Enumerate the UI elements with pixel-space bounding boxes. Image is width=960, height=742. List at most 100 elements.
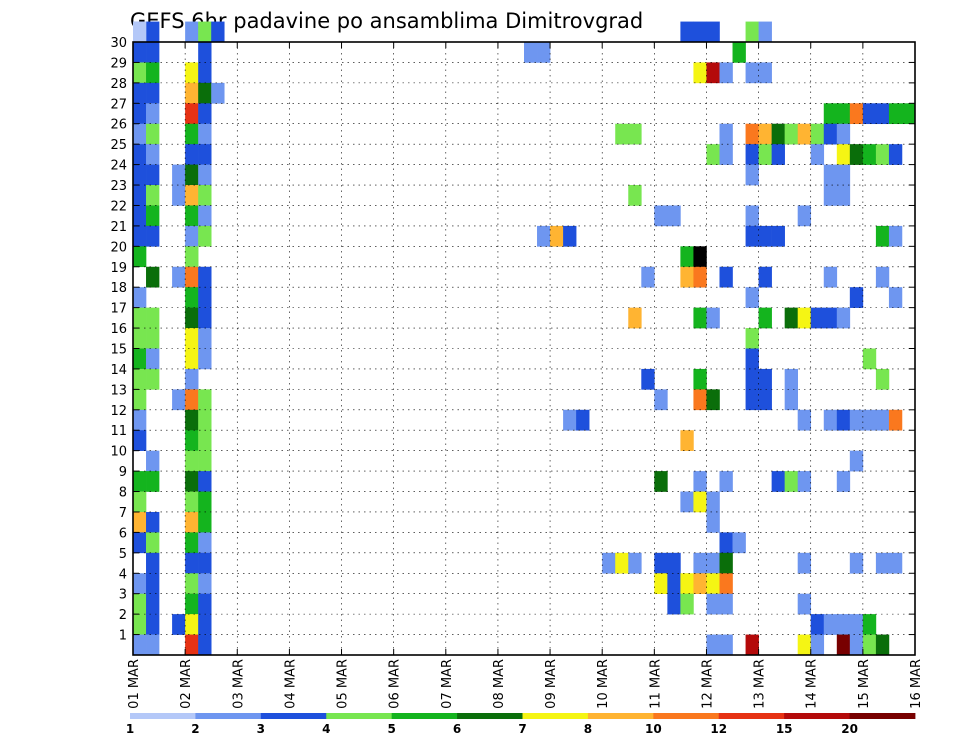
heatmap-cell — [628, 185, 642, 206]
y-tick-label: 8 — [119, 486, 127, 501]
heatmap-cell — [146, 532, 160, 554]
heatmap-cell — [706, 62, 720, 84]
heatmap-cell — [185, 450, 199, 472]
colorbar-swatch — [718, 713, 785, 719]
colorbar-swatch — [195, 713, 262, 719]
heatmap-cell — [667, 205, 681, 227]
heatmap-cell — [146, 42, 160, 63]
y-tick-label: 28 — [110, 77, 127, 92]
heatmap-cell — [810, 307, 825, 329]
heatmap-cell — [133, 471, 147, 492]
heatmap-cell — [146, 82, 160, 104]
colorbar-swatch — [849, 713, 916, 719]
heatmap-cell — [849, 409, 864, 431]
y-tick-label: 20 — [110, 240, 127, 255]
heatmap-cell — [719, 552, 733, 574]
heatmap-cell — [875, 368, 890, 390]
heatmap-cell — [146, 368, 160, 390]
y-tick-label: 19 — [110, 261, 127, 276]
heatmap-cell — [198, 593, 212, 615]
heatmap-cell — [862, 348, 877, 370]
heatmap-cell — [133, 491, 147, 513]
heatmap-cell — [875, 103, 890, 125]
heatmap-cell — [198, 164, 212, 186]
heatmap-cell — [133, 287, 147, 308]
heatmap-cell — [524, 42, 538, 63]
heatmap-cell — [185, 430, 199, 451]
y-tick-label: 5 — [119, 547, 127, 562]
heatmap-cell — [654, 205, 668, 227]
heatmap-cell — [706, 491, 720, 513]
heatmap-cell — [185, 593, 199, 615]
heatmap-cell — [706, 634, 720, 656]
heatmap-cell — [719, 144, 733, 165]
x-tick-label: 14 MAR — [805, 659, 820, 709]
heatmap-cell — [133, 82, 147, 104]
heatmap-cell — [185, 368, 199, 390]
heatmap-cell — [198, 348, 212, 370]
heatmap-cell — [185, 21, 199, 43]
x-tick-label: 04 MAR — [283, 659, 298, 709]
heatmap-cell — [849, 450, 864, 472]
heatmap-cell — [133, 62, 147, 84]
heatmap-cell — [615, 123, 629, 145]
heatmap-cell — [185, 409, 199, 431]
heatmap-cell — [797, 409, 812, 431]
heatmap-cell — [706, 573, 720, 594]
heatmap-cell — [628, 307, 642, 329]
heatmap-cell — [732, 532, 746, 554]
heatmap-cell — [185, 266, 199, 288]
heatmap-cell — [706, 552, 720, 574]
heatmap-cell — [185, 573, 199, 594]
heatmap-cell — [654, 552, 668, 574]
heatmap-cell — [745, 62, 759, 84]
heatmap-cell — [146, 266, 160, 288]
heatmap-cell — [146, 144, 160, 165]
heatmap-cell — [836, 123, 851, 145]
heatmap-cell — [198, 511, 212, 533]
heatmap-cell — [537, 225, 551, 247]
heatmap-cell — [146, 593, 160, 615]
heatmap-cell — [849, 552, 864, 574]
y-tick-label: 27 — [110, 97, 127, 112]
heatmap-cell — [706, 593, 720, 615]
heatmap-cell — [693, 389, 707, 411]
x-tick-label: 08 MAR — [492, 659, 507, 709]
heatmap-cell — [146, 185, 160, 206]
heatmap-cell — [784, 471, 798, 492]
heatmap-cell — [198, 103, 212, 125]
heatmap-cell — [133, 21, 147, 43]
heatmap-cell — [823, 103, 838, 125]
heatmap-cell — [198, 205, 212, 227]
heatmap-cell — [875, 266, 890, 288]
heatmap-cell — [810, 614, 825, 635]
heatmap-cell — [654, 389, 668, 411]
heatmap-cell — [771, 225, 785, 247]
heatmap-cell — [628, 552, 642, 574]
heatmap-cell — [823, 164, 838, 186]
heatmap-cell — [133, 389, 147, 411]
heatmap-cell — [888, 552, 903, 574]
heatmap-cell — [680, 266, 694, 288]
x-tick-label: 02 MAR — [179, 659, 194, 709]
heatmap-cell — [146, 307, 160, 329]
heatmap-cell — [185, 103, 199, 125]
heatmap-cell — [198, 82, 212, 104]
colorbar-swatch — [326, 713, 393, 719]
heatmap-cell — [172, 164, 186, 186]
heatmap-cell — [537, 42, 551, 63]
heatmap-cell — [615, 552, 629, 574]
y-tick-label: 12 — [110, 404, 127, 419]
heatmap-cell — [693, 307, 707, 329]
colorbar-label: 12 — [710, 722, 727, 736]
y-tick-label: 7 — [119, 506, 127, 521]
y-tick-label: 16 — [110, 322, 127, 337]
heatmap-cell — [602, 552, 616, 574]
heatmap-cell — [745, 144, 759, 165]
heatmap-cell — [185, 552, 199, 574]
heatmap-cell — [576, 409, 590, 431]
y-tick-label: 29 — [110, 56, 127, 71]
heatmap-cell — [133, 246, 147, 268]
heatmap-cell — [836, 634, 851, 656]
colorbar-swatch — [457, 713, 523, 719]
